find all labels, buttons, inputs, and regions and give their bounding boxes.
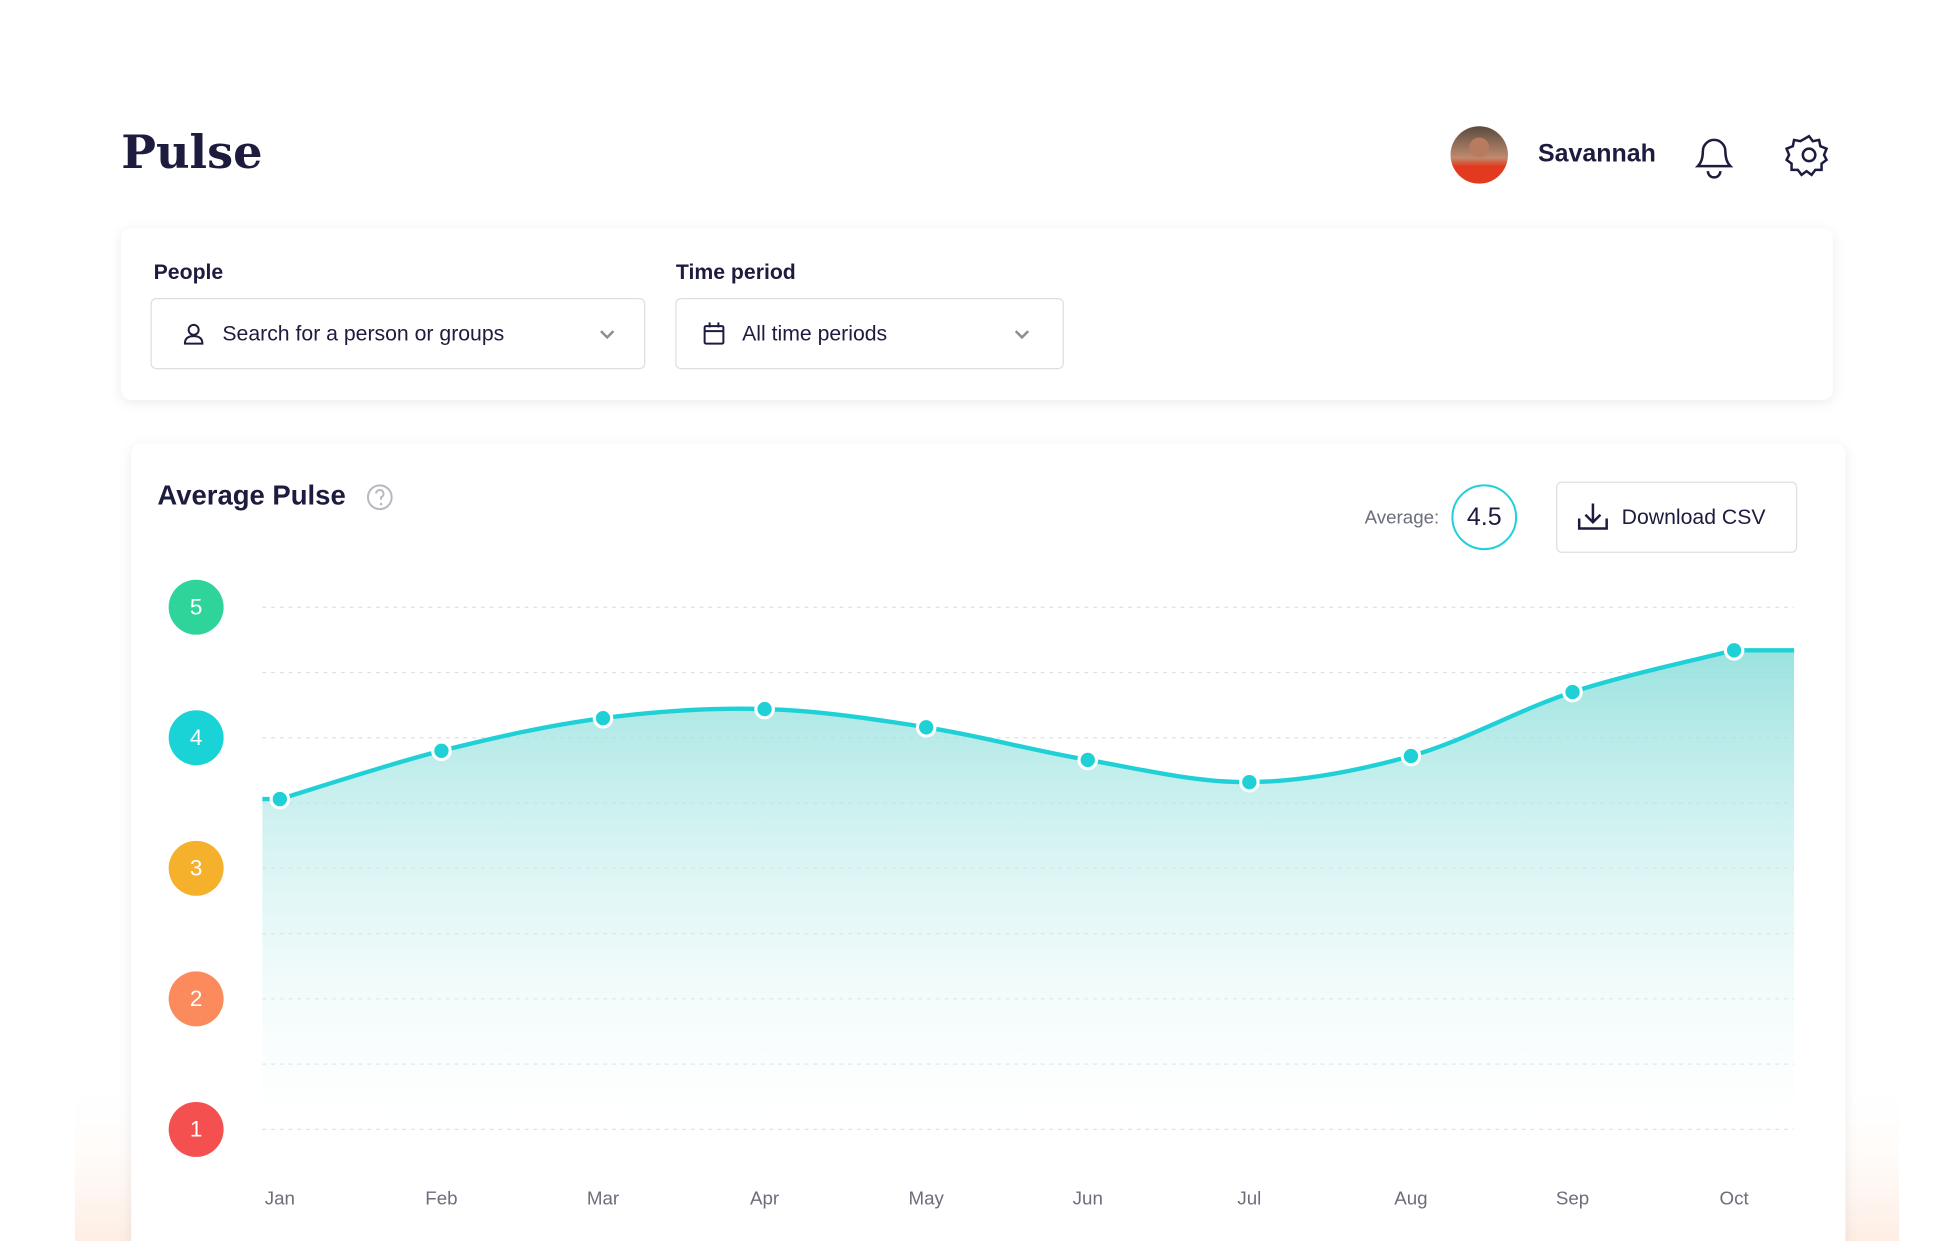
help-icon[interactable]: [366, 484, 393, 511]
point: [269, 788, 291, 810]
x-tick-label: Sep: [1556, 1187, 1589, 1208]
point: [592, 707, 614, 729]
y-tick-badge: [168, 840, 224, 896]
x-tick-label: Feb: [425, 1187, 457, 1208]
filter-label: People: [154, 261, 224, 284]
point: [1077, 749, 1099, 771]
y-tick-badge: [168, 579, 224, 635]
chevron: [1014, 330, 1030, 340]
point: [1562, 681, 1583, 703]
person-icon: [183, 323, 204, 345]
chart-title: Average Pulse: [157, 480, 345, 511]
x-tick-label: Oct: [1720, 1187, 1750, 1208]
time-select[interactable]: [675, 297, 1064, 370]
x-tick-label: Jul: [1237, 1187, 1261, 1208]
point: [431, 740, 452, 762]
select-placeholder: Search for a person or groups: [222, 322, 504, 345]
x-tick-label: Apr: [750, 1187, 779, 1208]
y-tick-badge: [168, 1101, 224, 1157]
x-tick-label: Jun: [1073, 1187, 1103, 1208]
x-tick-label: May: [908, 1187, 944, 1208]
point: [1239, 771, 1260, 793]
x-tick-label: Jan: [265, 1187, 295, 1208]
point: [915, 717, 937, 738]
point: [1400, 745, 1422, 767]
average-ring: [1451, 484, 1518, 551]
x-tick-label: Mar: [587, 1187, 619, 1208]
user-name[interactable]: Savannah: [1538, 140, 1656, 168]
y-tick-label: 3: [190, 855, 203, 880]
area: [262, 650, 1795, 1130]
y-tick-badge: [168, 971, 224, 1027]
avatar-face: [1469, 137, 1490, 158]
people-select[interactable]: [150, 297, 646, 370]
download-button[interactable]: [1556, 481, 1798, 553]
filter-label: Time period: [676, 261, 796, 284]
settings-icon[interactable]: [1784, 134, 1829, 177]
point: [754, 698, 775, 720]
chevron: [600, 330, 615, 340]
average-label: Average:: [1365, 506, 1440, 527]
y-tick-label: 2: [190, 986, 203, 1011]
y-tick-label: 4: [190, 725, 203, 750]
average-value: 4.5: [1467, 503, 1502, 531]
calendar-icon: [703, 322, 725, 345]
download-icon: [1577, 503, 1608, 530]
x-tick-label: Aug: [1394, 1187, 1427, 1208]
y-tick-label: 1: [190, 1117, 203, 1142]
select-placeholder: All time periods: [742, 322, 887, 345]
point: [1723, 639, 1745, 661]
y-tick-label: 5: [190, 594, 203, 619]
bell-icon[interactable]: [1694, 138, 1734, 179]
line: [262, 648, 1795, 802]
download-label: Download CSV: [1622, 506, 1767, 529]
y-tick-badge: [168, 710, 224, 766]
app-title: Pulse: [121, 125, 262, 179]
plot: 1 2 3 4 5 Jan Feb Mar Apr May Jun Jul Aug Sep Oct: [168, 579, 1795, 1208]
